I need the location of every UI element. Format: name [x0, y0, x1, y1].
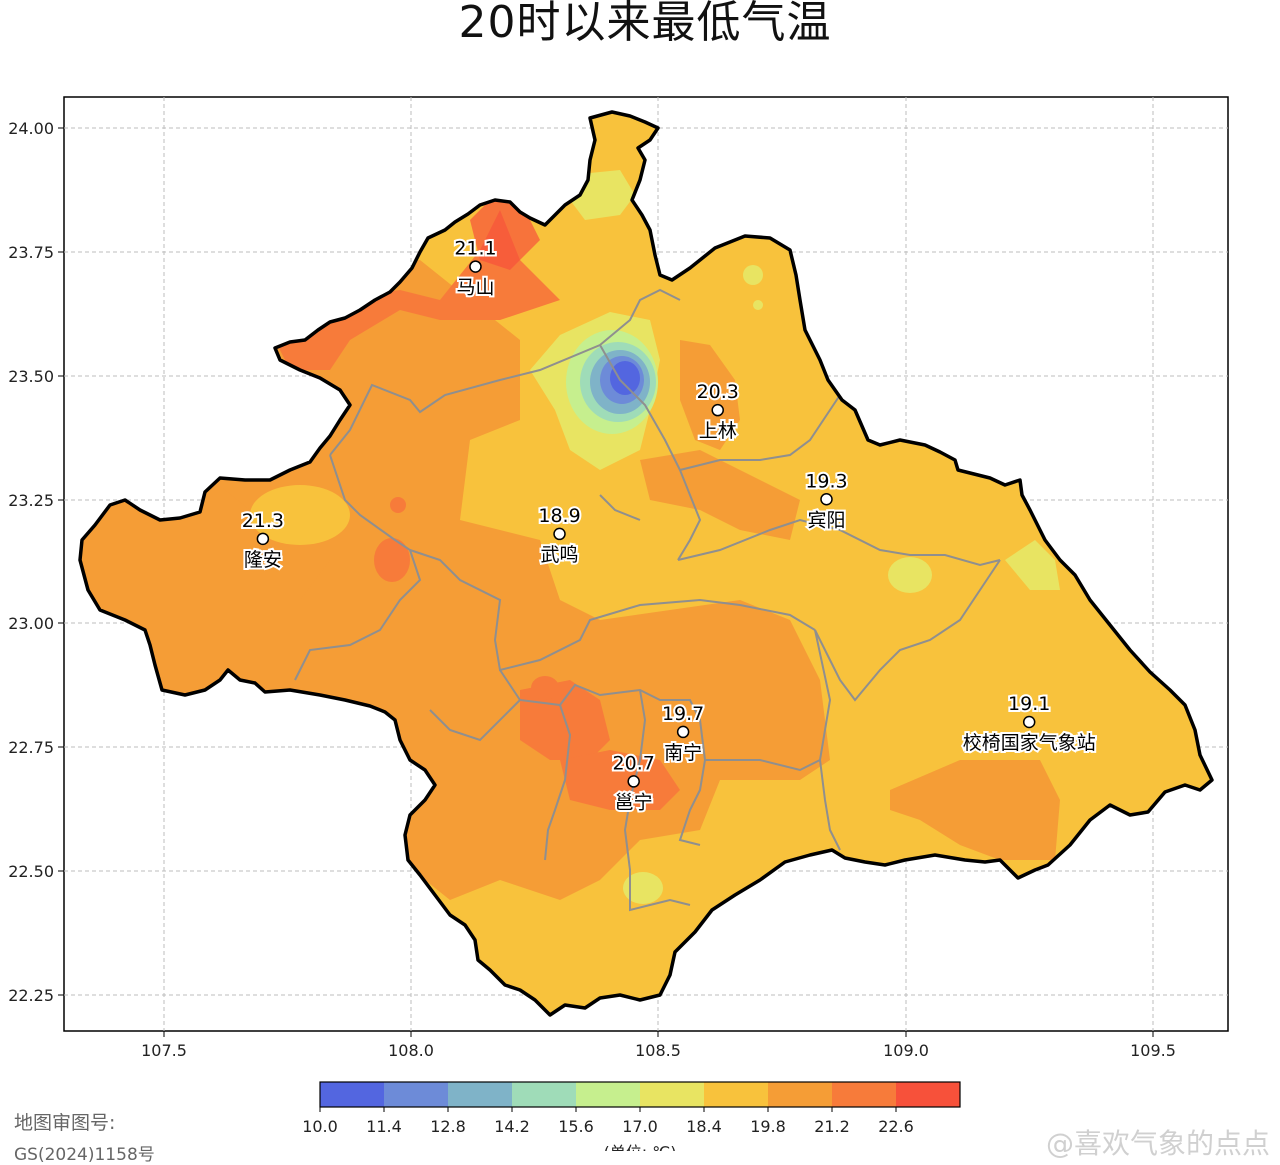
station-dot: [256, 532, 270, 546]
station-name: 南宁: [664, 742, 702, 764]
station-dot: [1022, 715, 1036, 729]
station-name: 上林: [699, 420, 737, 442]
colorbar-tick-label: 12.8: [430, 1117, 466, 1136]
station-dot: [469, 260, 482, 273]
station-dot: [711, 403, 724, 417]
x-tick-label: 108.0: [388, 1041, 434, 1060]
colorbar-cell: [832, 1082, 896, 1107]
x-tick-labels: 107.5 108.0 108.5 109.0 109.5: [141, 1041, 1176, 1060]
station-6: 20.7 邕宁: [611, 750, 657, 815]
colorbar-tick-label: 21.2: [814, 1117, 850, 1136]
x-tick-label: 107.5: [141, 1041, 187, 1060]
region-boundary: [78, 110, 1214, 1017]
station-markers: 21.1 马山 20.3 上林 21.3 隆安 18.9 武鸣 19.3 宾阳 19.7 南宁 20.7…: [240, 236, 1098, 816]
y-tick-label: 23.25: [8, 491, 54, 510]
watermark: @喜欢气象的点点: [1045, 1127, 1270, 1160]
x-tick-label: 108.5: [635, 1041, 681, 1060]
station-5: 19.7 南宁: [660, 701, 706, 766]
map-approval-label: 地图审图号:: [14, 1112, 116, 1134]
colorbar-tick-label: 19.8: [750, 1117, 786, 1136]
map-approval-number: GS(2024)1158号: [14, 1145, 155, 1165]
station-dot: [553, 527, 566, 541]
station-1: 20.3 上林: [695, 379, 741, 444]
colorbar-tick-label: 14.2: [494, 1117, 530, 1136]
station-value: 19.7: [662, 703, 704, 725]
colorbar-tick-label: 18.4: [686, 1117, 722, 1136]
colorbar-cell: [320, 1082, 384, 1107]
station-value: 19.1: [1008, 693, 1050, 715]
x-tick-label: 109.5: [1130, 1041, 1176, 1060]
colorbar-cell: [640, 1082, 704, 1107]
y-tick-label: 23.00: [8, 614, 54, 633]
station-dot: [627, 775, 640, 788]
station-value: 20.3: [697, 381, 739, 403]
y-tick-label: 22.25: [8, 986, 54, 1005]
station-0: 21.1 马山: [452, 236, 498, 301]
station-name: 邕宁: [615, 791, 653, 813]
station-name: 隆安: [244, 549, 282, 571]
colorbar: 10.0 11.4 12.8 14.2 15.6 17.0 18.4 19.8 21.2 22.6…: [302, 1081, 961, 1151]
station-value: 18.9: [538, 505, 580, 527]
station-name: 马山: [456, 277, 494, 299]
colorbar-cell: [704, 1082, 768, 1107]
colorbar-tick-label: 17.0: [622, 1117, 658, 1136]
y-tick-label: 22.75: [8, 738, 54, 757]
station-value: 21.1: [454, 238, 496, 260]
station-name: 武鸣: [541, 544, 579, 566]
station-2: 21.3 隆安: [240, 508, 286, 573]
colorbar-tick-label: 11.4: [366, 1117, 402, 1136]
station-dot: [820, 493, 833, 506]
colorbar-cell: [512, 1082, 576, 1107]
colorbar-tick-label: 15.6: [558, 1117, 594, 1136]
colorbar-cell: [384, 1082, 448, 1107]
station-dot: [676, 725, 690, 739]
y-tick-labels: 24.00 23.75 23.50 23.25 23.00 22.75 22.5…: [8, 119, 54, 1005]
map-title: 20时以来最低气温: [458, 0, 832, 48]
axis-ticks: [58, 127, 1154, 1037]
colorbar-cell: [576, 1082, 640, 1107]
colorbar-cell: [448, 1082, 512, 1107]
station-value: 21.3: [242, 510, 284, 532]
station-value: 20.7: [613, 752, 655, 774]
station-7: 19.1 校椅国家气象站: [961, 691, 1098, 756]
colorbar-cell: [768, 1082, 832, 1107]
county-boundaries: [294, 288, 1001, 912]
x-tick-label: 109.0: [883, 1041, 929, 1060]
y-tick-label: 23.75: [8, 243, 54, 262]
colorbar-unit-label: (单位: ℃): [604, 1143, 677, 1151]
station-name: 宾阳: [807, 509, 845, 531]
y-tick-label: 23.50: [8, 367, 54, 386]
y-tick-label: 22.50: [8, 862, 54, 881]
station-4: 19.3 宾阳: [803, 468, 849, 533]
colorbar-tick-label: 10.0: [302, 1117, 338, 1136]
station-value: 19.3: [805, 470, 847, 492]
station-3: 18.9 武鸣: [536, 503, 582, 568]
colorbar-cell: [896, 1082, 960, 1107]
colorbar-tick-label: 22.6: [878, 1117, 914, 1136]
y-tick-label: 24.00: [8, 119, 54, 138]
station-name: 校椅国家气象站: [963, 732, 1096, 754]
